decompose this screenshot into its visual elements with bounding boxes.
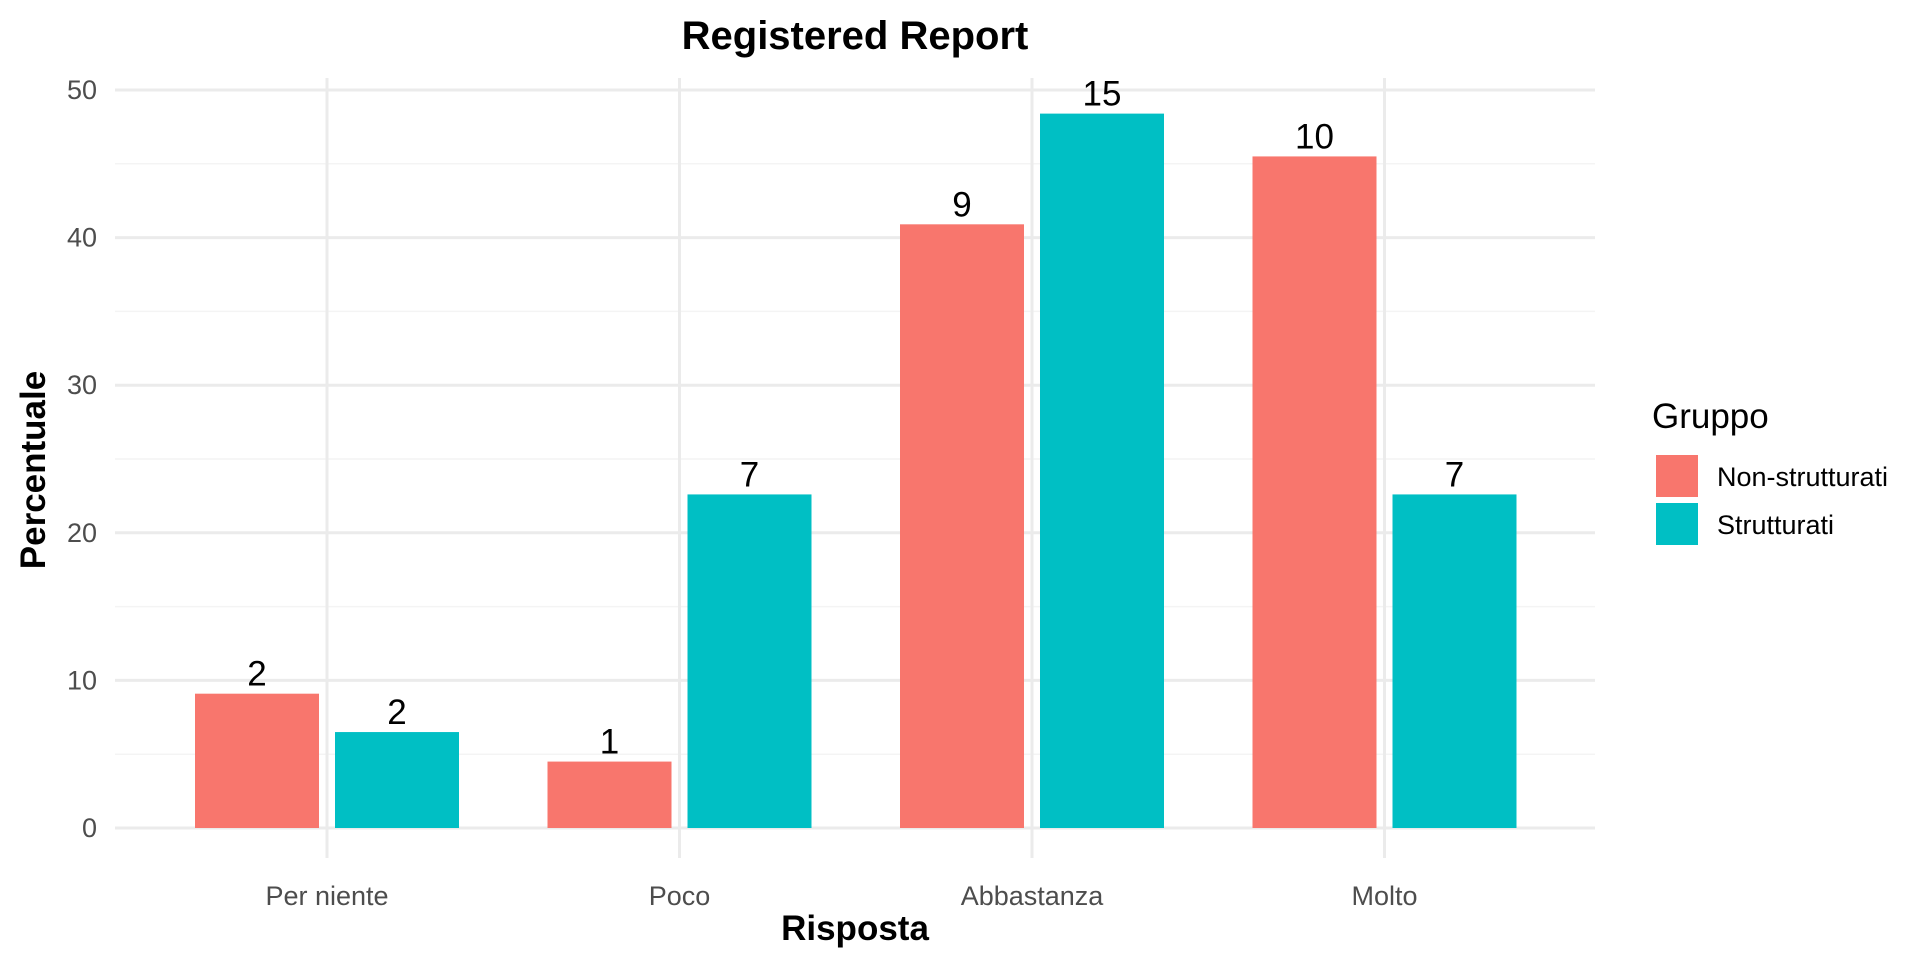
legend-label: Non-strutturati: [1717, 462, 1888, 492]
bar-non-strutturati: [900, 224, 1024, 829]
y-tick-label: 20: [67, 518, 97, 548]
bar-value-label: 1: [600, 723, 619, 762]
y-tick-label: 10: [67, 665, 97, 695]
y-tick-label: 30: [67, 370, 97, 400]
bar-value-label: 15: [1083, 75, 1122, 114]
legend-title: Gruppo: [1652, 397, 1769, 436]
x-tick-label: Per niente: [265, 881, 388, 911]
legend-label: Strutturati: [1717, 510, 1834, 540]
bar-value-label: 2: [247, 655, 266, 694]
y-tick-label: 50: [67, 75, 97, 105]
bar-value-label: 7: [1445, 455, 1464, 494]
y-tick-label: 40: [67, 223, 97, 253]
x-tick-label: Poco: [649, 881, 711, 911]
bar-value-label: 9: [952, 185, 971, 224]
bar-value-label: 7: [740, 455, 759, 494]
x-tick-label: Molto: [1351, 881, 1417, 911]
bars: [195, 113, 1517, 829]
bar-strutturati: [335, 732, 459, 828]
y-tick-label: 0: [82, 813, 97, 843]
bar-value-label: 2: [387, 693, 406, 732]
legend-key: [1656, 503, 1698, 545]
bar-strutturati: [1040, 113, 1164, 829]
data-labels: 2 1 9 10 2 7 15 7: [247, 75, 1464, 762]
bar-non-strutturati: [547, 761, 672, 828]
bar-value-label: 10: [1295, 117, 1334, 156]
bar-strutturati: [687, 494, 812, 828]
bar-non-strutturati: [195, 693, 319, 828]
x-axis-title: Risposta: [781, 909, 929, 948]
bar-strutturati: [1392, 494, 1517, 828]
x-tick-label: Abbastanza: [961, 881, 1105, 911]
legend: Gruppo Non-strutturati Strutturati: [1652, 397, 1888, 545]
axes: 0 10 20 30 40 50 Per niente Poco Abbastanza Molto: [67, 75, 1418, 911]
bar-non-strutturati: [1252, 156, 1377, 829]
chart-title: Registered Report: [682, 14, 1029, 58]
legend-key: [1656, 455, 1698, 497]
y-axis-title: Percentuale: [14, 371, 53, 569]
